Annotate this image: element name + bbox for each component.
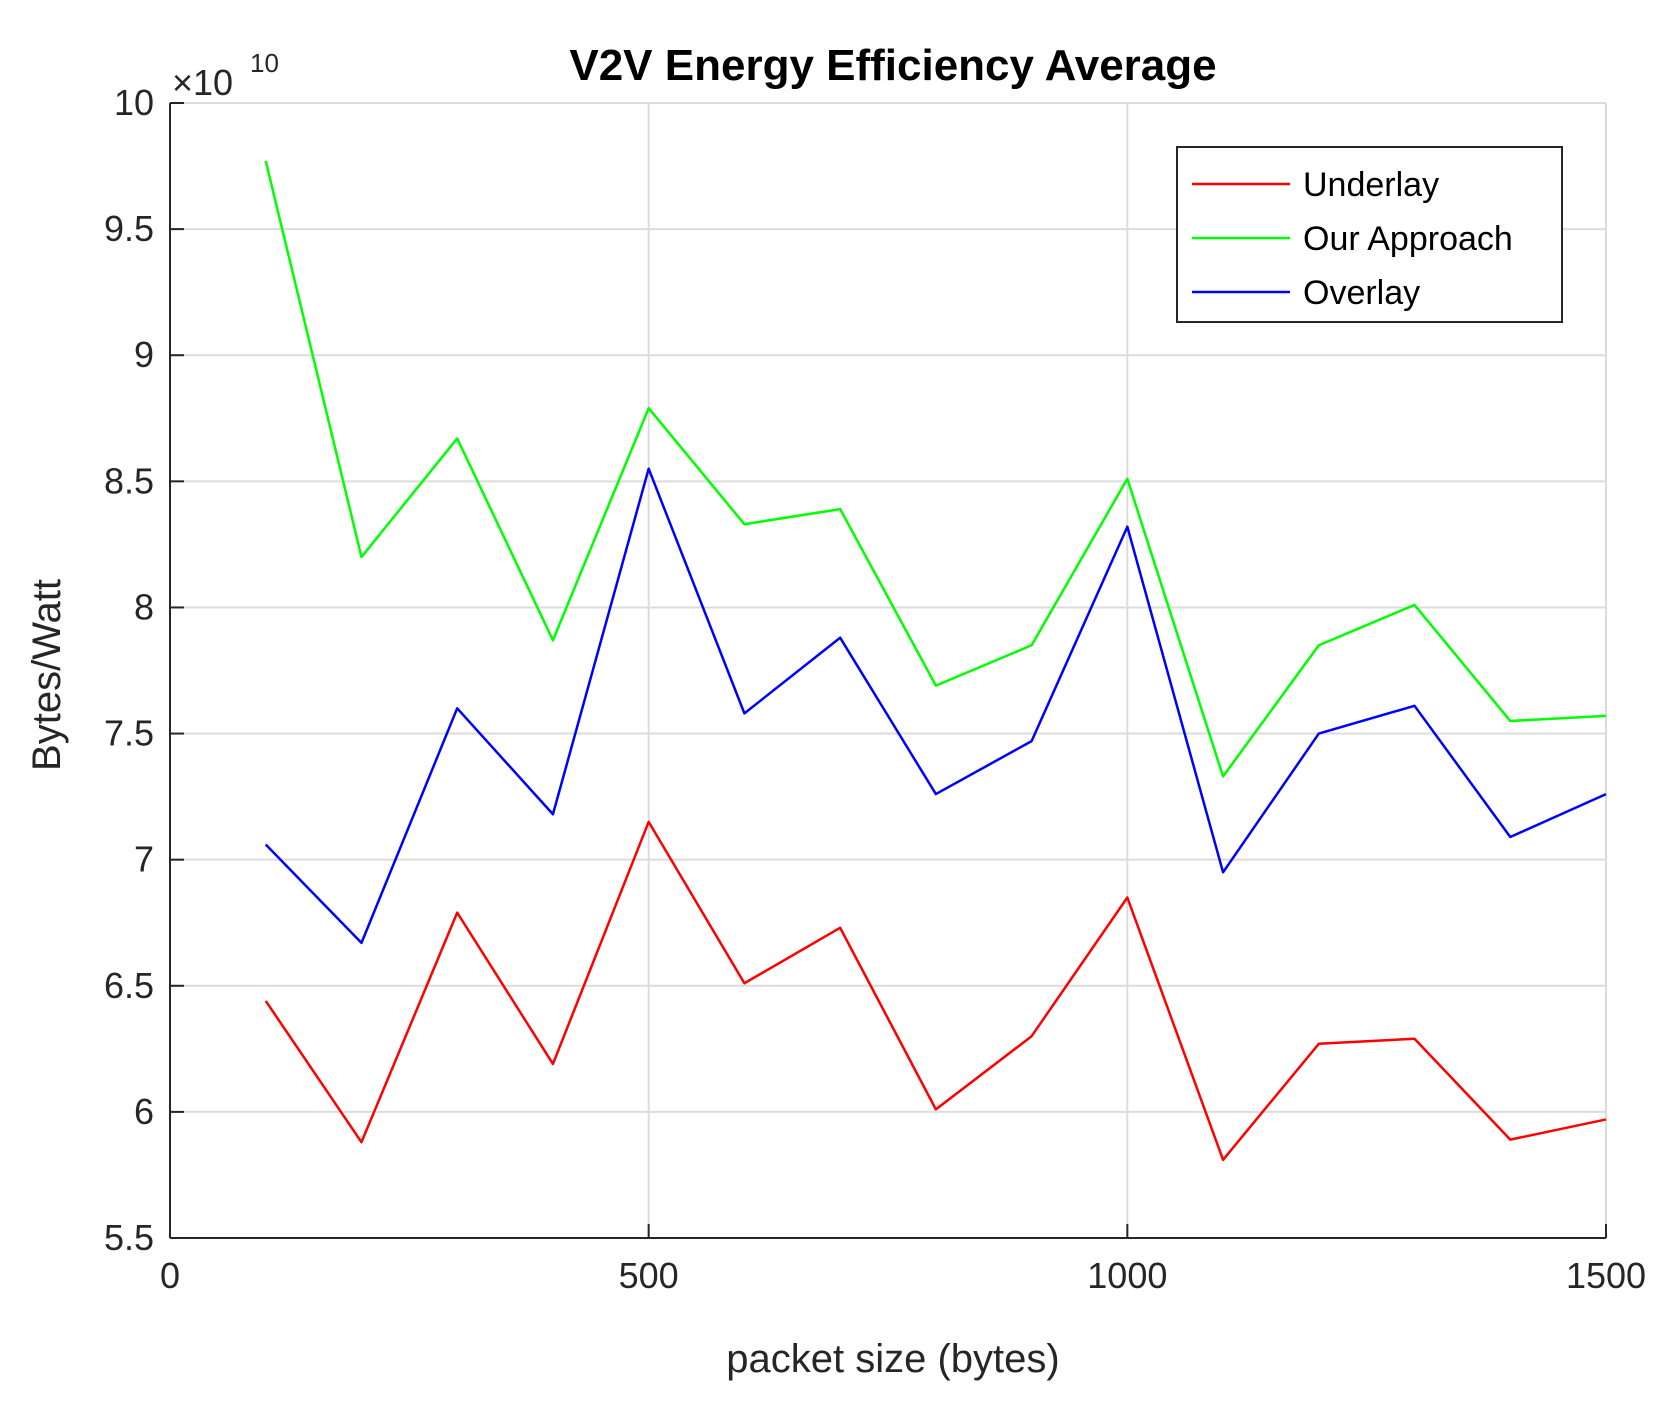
legend-label-underlay: Underlay xyxy=(1303,166,1439,204)
y-tick-label: 7 xyxy=(134,839,154,880)
legend: Underlay Our Approach Overlay xyxy=(1176,146,1563,323)
x-axis-label: packet size (bytes) xyxy=(726,1337,1059,1381)
series-line-overlay xyxy=(264,467,1607,945)
legend-label-our-approach: Our Approach xyxy=(1303,220,1513,258)
series-line-our-approach xyxy=(264,160,1607,778)
axes xyxy=(169,102,1607,1239)
series-line-underlay xyxy=(264,820,1607,1162)
x-tick-label: 500 xyxy=(619,1255,679,1296)
x-tick-label: 1000 xyxy=(1087,1255,1167,1296)
y-axis-label: Bytes/Watt xyxy=(25,579,69,771)
legend-label-overlay: Overlay xyxy=(1303,274,1420,312)
x-tick-label: 0 xyxy=(160,1255,180,1296)
y-tick-label: 8 xyxy=(134,586,154,627)
chart-title: V2V Energy Efficiency Average xyxy=(569,41,1216,90)
y-tick-label: 10 xyxy=(114,82,154,123)
y-tick-label: 6 xyxy=(134,1091,154,1132)
y-tick-label: 9.5 xyxy=(104,208,154,249)
grid xyxy=(169,102,1607,1239)
y-exponent-power: 10 xyxy=(250,48,279,78)
y-exponent-label: ×10 10 xyxy=(172,48,279,103)
y-tick-label: 8.5 xyxy=(104,460,154,501)
y-tick-label: 5.5 xyxy=(104,1217,154,1258)
x-tick-label: 1500 xyxy=(1566,1255,1646,1296)
y-exponent-prefix: ×10 xyxy=(172,62,233,103)
series-group xyxy=(264,160,1607,1162)
y-tick-label: 6.5 xyxy=(104,965,154,1006)
tick-labels: 0 500 1000 1500 5.5 6 6.5 7 7.5 8 8.5 9 9.5 10 xyxy=(104,82,1646,1296)
y-tick-label: 7.5 xyxy=(104,713,154,754)
y-tick-label: 9 xyxy=(134,334,154,375)
